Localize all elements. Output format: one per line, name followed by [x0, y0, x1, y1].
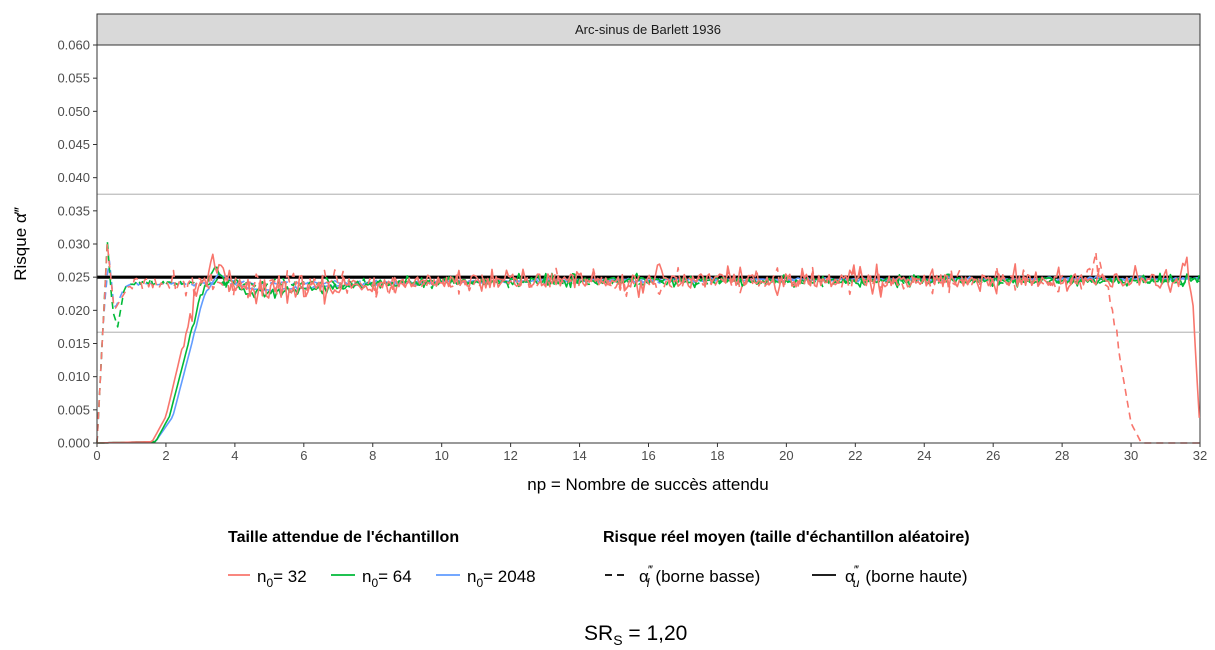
svg-text:n0= 32: n0= 32 — [257, 567, 307, 590]
y-axis-title: Risque α‴ — [11, 207, 30, 281]
x-tick-label: 26 — [986, 448, 1000, 463]
y-tick-label: 0.055 — [57, 71, 90, 86]
caption-srs: SRS = 1,20 — [584, 622, 687, 648]
facet-strip — [96, 13, 1201, 46]
y-tick-label: 0.045 — [57, 137, 90, 152]
svg-text:α‴u(borne haute): α‴ u (borne haute) — [845, 564, 968, 590]
series-layer — [96, 239, 1201, 444]
plot-panel — [96, 44, 1201, 444]
y-tick-label: 0.030 — [57, 237, 90, 252]
legend-entry-lower-bound: α‴ l (borne basse) — [605, 564, 760, 590]
x-axis-title: np = Nombre de succès attendu — [527, 475, 768, 494]
legend-entry-n32: n0= 32 — [228, 567, 307, 590]
x-tick-label: 18 — [710, 448, 724, 463]
x-tick-label: 10 — [434, 448, 448, 463]
y-tick-label: 0.005 — [57, 402, 90, 417]
x-tick-label: 2 — [162, 448, 169, 463]
legend-entry-n2048: n0= 2048 — [436, 567, 536, 590]
legend-entry-n64: n0= 64 — [331, 567, 412, 590]
legend-title-sample-size: Taille attendue de l'échantillon — [228, 529, 459, 546]
x-tick-label: 16 — [641, 448, 655, 463]
y-tick-label: 0.000 — [57, 436, 90, 451]
series-n032-lower-bound-line — [96, 243, 1200, 444]
x-tick-label: 20 — [779, 448, 793, 463]
series-n032-upper-bound-line — [97, 253, 1201, 444]
y-tick-label: 0.025 — [57, 270, 90, 285]
svg-text:n0= 2048: n0= 2048 — [467, 567, 536, 590]
x-tick-label: 30 — [1124, 448, 1138, 463]
x-tick-label: 32 — [1193, 448, 1207, 463]
x-tick-label: 8 — [369, 448, 376, 463]
x-tick-label: 12 — [503, 448, 517, 463]
y-tick-label: 0.050 — [57, 104, 90, 119]
x-tick-label: 28 — [1055, 448, 1069, 463]
y-tick-label: 0.040 — [57, 170, 90, 185]
x-tick-label: 0 — [93, 448, 100, 463]
y-tick-label: 0.015 — [57, 336, 90, 351]
x-axis: 0 2 4 6 8 10 12 14 16 18 20 22 24 26 28 30 32 — [93, 443, 1207, 463]
y-tick-label: 0.020 — [57, 303, 90, 318]
x-tick-label: 14 — [572, 448, 586, 463]
facet-strip-title: Arc-sinus de Barlett 1936 — [575, 22, 721, 37]
svg-text:α‴l(borne basse): α‴ l (borne basse) — [639, 564, 760, 590]
y-tick-label: 0.035 — [57, 203, 90, 218]
y-tick-label: 0.060 — [57, 38, 90, 53]
y-tick-label: 0.010 — [57, 369, 90, 384]
x-tick-label: 22 — [848, 448, 862, 463]
x-tick-label: 4 — [231, 448, 238, 463]
y-axis: 0.000 0.005 0.010 0.015 0.020 0.025 0.030 0.035… — [57, 38, 97, 451]
x-tick-label: 6 — [300, 448, 307, 463]
x-tick-label: 24 — [917, 448, 931, 463]
legend-entry-upper-bound: α‴ u (borne haute) — [812, 564, 968, 590]
svg-text:n0= 64: n0= 64 — [362, 567, 412, 590]
legend-title-real-risk: Risque réel moyen (taille d'échantillon … — [603, 529, 970, 546]
